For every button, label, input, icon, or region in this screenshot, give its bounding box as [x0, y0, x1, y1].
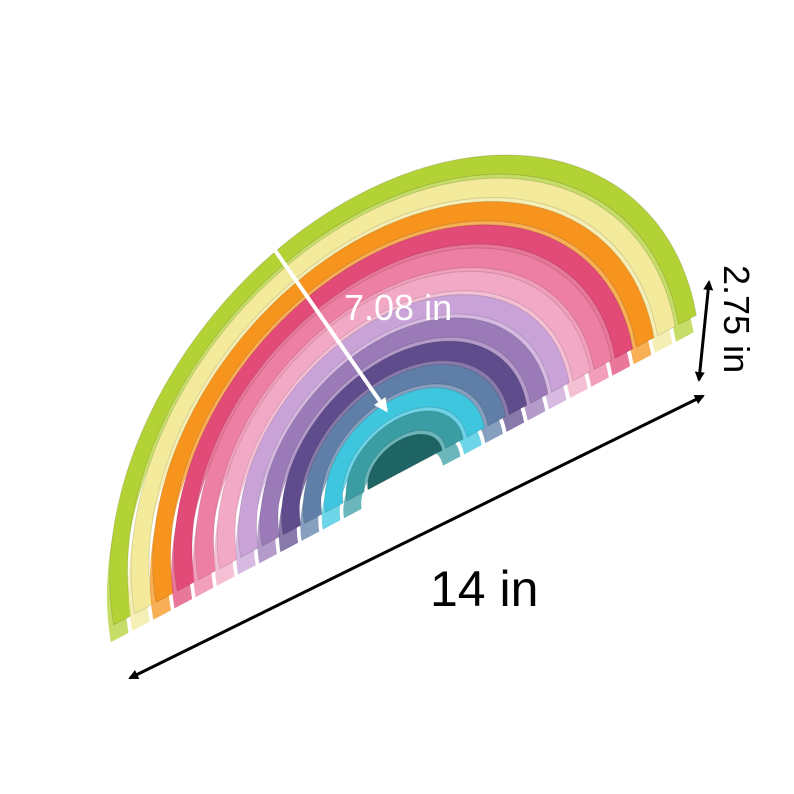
- height-dimension-label: 2.75 in: [716, 265, 757, 373]
- length-dimension-label: 14 in: [430, 561, 538, 617]
- diagonal-dimension-label: 7.08 in: [344, 287, 452, 328]
- rainbow-arches: [106, 154, 697, 643]
- diagonal-arrow: [245, 207, 388, 413]
- height-arrow: [694, 280, 714, 382]
- length-arrow: [128, 394, 705, 680]
